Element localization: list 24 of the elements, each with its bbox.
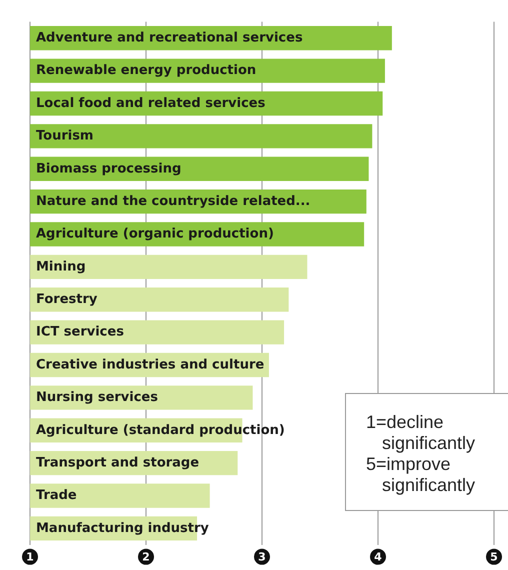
y-tick-label: Nature and the countryside related... bbox=[36, 194, 310, 209]
x-tick-label: 2 bbox=[142, 550, 150, 564]
key-box: 1=decline significantly 5=improve significantly bbox=[345, 393, 508, 511]
y-tick-label: Tourism bbox=[36, 128, 94, 144]
y-tick-label: Mining bbox=[36, 259, 86, 274]
annotation: 1=decline significantly bbox=[366, 412, 476, 454]
y-tick-label: Forestry bbox=[36, 292, 98, 308]
y-tick-label: Transport and storage bbox=[36, 455, 200, 470]
x-tick-label: 5 bbox=[490, 550, 498, 564]
y-tick-label: Local food and related services bbox=[36, 96, 266, 111]
y-tick-label: Agriculture (standard production) bbox=[36, 422, 285, 438]
y-tick-label: Agriculture (organic production) bbox=[36, 226, 274, 242]
y-tick-label: Trade bbox=[36, 488, 77, 504]
y-tick-label: Renewable energy production bbox=[36, 63, 256, 78]
y-tick-label: Nursing services bbox=[36, 390, 158, 406]
y-tick-label: Adventure and recreational services bbox=[36, 30, 303, 46]
y-tick-label: Creative industries and culture bbox=[36, 357, 264, 372]
annotation: 5=improve significantly bbox=[366, 454, 476, 496]
y-tick-label: Manufacturing industry bbox=[36, 520, 210, 536]
y-tick-label: ICT services bbox=[36, 324, 124, 340]
x-tick-label: 3 bbox=[258, 550, 266, 564]
x-tick-label: 1 bbox=[26, 550, 34, 564]
y-tick-label: Biomass processing bbox=[36, 161, 182, 176]
x-tick-label: 4 bbox=[374, 550, 382, 564]
